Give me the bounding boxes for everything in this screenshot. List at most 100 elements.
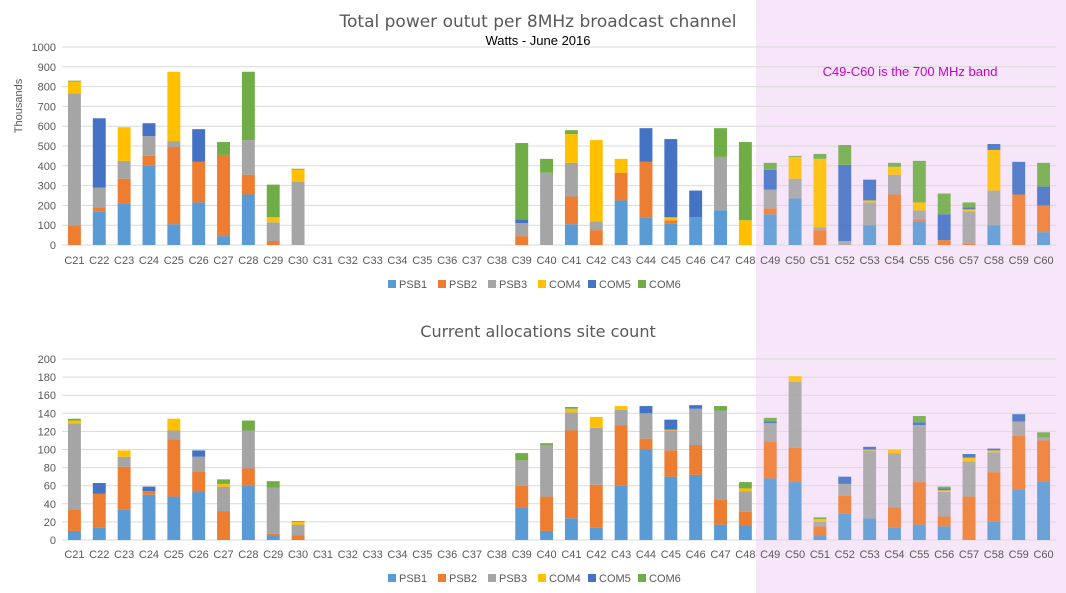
bar-segment-psb3 xyxy=(217,486,230,512)
x-tick-label: C35 xyxy=(412,549,432,561)
bar-segment-psb2 xyxy=(639,438,653,450)
bar-segment-com4 xyxy=(117,127,131,161)
bar-segment-psb1 xyxy=(813,535,827,540)
bar-segment-psb1 xyxy=(142,165,156,245)
y-axis-label: Thousands xyxy=(13,78,25,133)
y-tick-label: 800 xyxy=(38,82,56,94)
bar-segment-com5 xyxy=(937,214,951,241)
bar-segment-psb2 xyxy=(813,230,827,245)
bar-segment-psb1 xyxy=(664,476,678,540)
bar-segment-psb2 xyxy=(639,161,653,218)
x-tick-label: C49 xyxy=(760,549,780,561)
bar-segment-psb3 xyxy=(67,423,81,510)
bar-segment-psb1 xyxy=(564,224,578,245)
chart-title: Total power outut per 8MHz broadcast cha… xyxy=(339,12,737,32)
bar-segment-com4 xyxy=(788,156,802,179)
bar-segment-psb1 xyxy=(714,524,727,540)
bar-segment-psb1 xyxy=(241,485,255,540)
bar-segment-psb1 xyxy=(1037,232,1051,245)
bar-segment-com6 xyxy=(813,517,827,520)
x-tick-label: C33 xyxy=(363,255,383,267)
x-tick-label: C39 xyxy=(512,549,532,561)
bar-segment-psb2 xyxy=(241,174,255,195)
legend-swatch-psb2 xyxy=(438,574,446,582)
x-tick-label: C23 xyxy=(114,255,134,267)
chart-title: Current allocations site count xyxy=(420,322,655,341)
x-tick-label: C43 xyxy=(611,549,631,561)
bar-segment-com6 xyxy=(266,184,280,218)
bar-segment-psb3 xyxy=(962,461,976,497)
bar-segment-psb1 xyxy=(515,507,529,540)
bar-segment-com4 xyxy=(863,449,877,451)
bar-segment-com4 xyxy=(888,166,901,175)
x-tick-label: C21 xyxy=(64,549,84,561)
legend-label-com6: COM6 xyxy=(649,573,681,585)
bar-segment-psb2 xyxy=(167,146,181,225)
bar-segment-psb3 xyxy=(117,160,131,179)
bar-segment-psb1 xyxy=(192,202,206,245)
bar-segment-com6 xyxy=(217,479,230,484)
bar-segment-psb3 xyxy=(788,381,802,448)
x-tick-label: C30 xyxy=(288,255,308,267)
x-tick-label: C45 xyxy=(661,549,681,561)
bar-segment-com4 xyxy=(863,200,877,203)
bar-segment-psb1 xyxy=(92,211,106,245)
bar-segment-com6 xyxy=(217,142,230,155)
bar-segment-psb1 xyxy=(912,524,926,540)
bar-segment-psb3 xyxy=(738,491,752,512)
bar-segment-psb3 xyxy=(987,452,1001,473)
bar-segment-psb2 xyxy=(540,496,554,531)
bar-segment-psb1 xyxy=(564,518,578,540)
bar-segment-psb2 xyxy=(962,244,976,245)
bar-segment-com4 xyxy=(937,490,951,493)
bar-segment-psb3 xyxy=(888,453,901,508)
bar-segment-psb2 xyxy=(589,230,603,245)
x-tick-label: C43 xyxy=(611,255,631,267)
bar-segment-psb3 xyxy=(813,227,827,231)
band-annotation: C49-C60 is the 700 MHz band xyxy=(823,64,998,79)
bar-segment-psb3 xyxy=(863,202,877,226)
x-tick-label: C60 xyxy=(1033,255,1053,267)
legend-label-com4: COM4 xyxy=(549,573,581,585)
bar-segment-com6 xyxy=(564,130,578,135)
bar-segment-psb2 xyxy=(92,207,106,212)
bar-segment-psb3 xyxy=(1012,421,1026,436)
bar-segment-psb2 xyxy=(217,511,230,540)
bar-segment-psb2 xyxy=(515,236,529,245)
bar-segment-com5 xyxy=(1012,414,1026,422)
bar-segment-com6 xyxy=(515,453,529,461)
legend-swatch-psb3 xyxy=(488,574,496,582)
x-tick-label: C42 xyxy=(586,549,606,561)
bar-segment-psb1 xyxy=(117,203,131,245)
bar-segment-psb2 xyxy=(962,496,976,540)
bar-segment-com5 xyxy=(763,421,777,424)
bar-segment-com6 xyxy=(763,162,777,170)
x-tick-label: C49 xyxy=(760,255,780,267)
bar-segment-psb2 xyxy=(614,425,628,486)
x-tick-label: C25 xyxy=(164,549,184,561)
bar-segment-psb1 xyxy=(241,194,255,245)
bar-segment-com4 xyxy=(589,140,603,222)
x-tick-label: C59 xyxy=(1009,549,1029,561)
legend-label-psb3: PSB3 xyxy=(499,573,527,585)
bar-segment-psb2 xyxy=(266,241,280,245)
legend-swatch-psb1 xyxy=(388,574,396,582)
bar-segment-com6 xyxy=(738,142,752,221)
bar-segment-com4 xyxy=(738,220,752,245)
x-tick-label: C56 xyxy=(934,549,954,561)
bar-segment-psb2 xyxy=(117,466,131,510)
bar-segment-psb3 xyxy=(714,410,727,500)
bar-segment-psb2 xyxy=(117,178,131,204)
bar-segment-psb1 xyxy=(266,535,280,540)
x-tick-label: C29 xyxy=(263,549,283,561)
bar-segment-psb3 xyxy=(167,430,181,440)
y-tick-label: 400 xyxy=(38,161,56,173)
bar-segment-com6 xyxy=(291,168,305,170)
bar-segment-psb3 xyxy=(540,444,554,497)
bar-segment-com5 xyxy=(689,190,703,218)
y-tick-label: 200 xyxy=(38,200,56,212)
legend-swatch-com6 xyxy=(638,280,646,288)
bar-segment-psb3 xyxy=(92,187,106,208)
bar-segment-com4 xyxy=(117,450,131,457)
bar-segment-psb3 xyxy=(937,492,951,517)
